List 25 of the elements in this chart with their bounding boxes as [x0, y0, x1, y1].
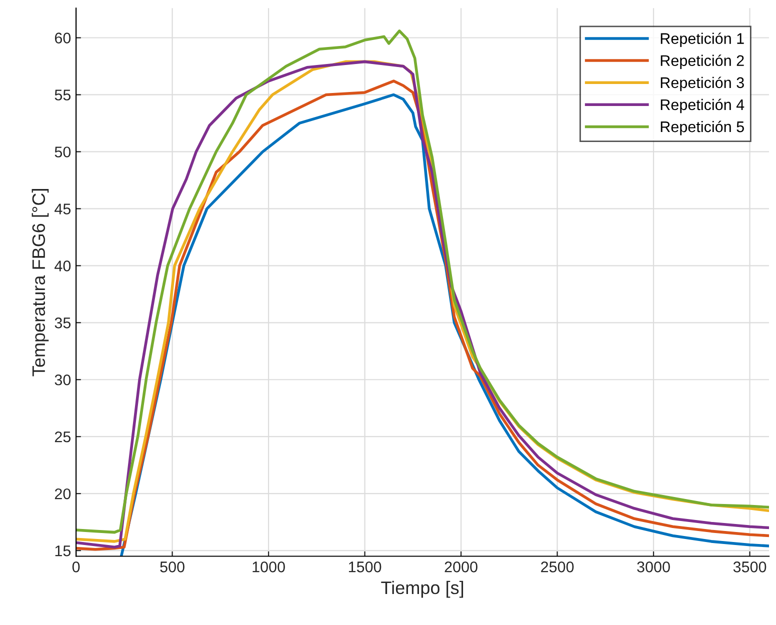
y-tick-label: 30 [54, 374, 71, 386]
y-tick-label: 25 [54, 431, 71, 442]
x-tick-label: 3500 [733, 562, 766, 572]
x-tick-label: 1000 [252, 562, 285, 572]
y-tick-label: 40 [54, 260, 71, 272]
legend-label: Repetición 4 [660, 98, 744, 114]
y-tick-label: 45 [54, 204, 71, 214]
y-tick-label: 15 [55, 546, 71, 556]
y-tick-label: 20 [54, 488, 71, 500]
y-tick-label: 60 [54, 32, 71, 44]
x-axis-title: Tiempo [s] [381, 580, 464, 598]
x-tick-label: 1500 [348, 562, 382, 572]
legend-label: Repetición 5 [660, 120, 744, 136]
x-tick-label: 3000 [637, 562, 670, 572]
x-tick-label: 2000 [444, 562, 478, 572]
legend-label: Repetición 1 [660, 32, 744, 47]
x-tick-label: 0 [72, 562, 80, 572]
y-axis-title: Temperatura FBG6 [°C] [32, 189, 49, 376]
legend-label: Repetición 2 [660, 54, 744, 70]
y-tick-label: 55 [54, 90, 71, 100]
y-tick-label: 50 [54, 146, 71, 158]
x-tick-label: 500 [160, 562, 184, 572]
legend-label: Repetición 3 [660, 76, 744, 92]
x-tick-label: 2500 [541, 562, 574, 572]
y-tick-label: 35 [54, 318, 71, 328]
